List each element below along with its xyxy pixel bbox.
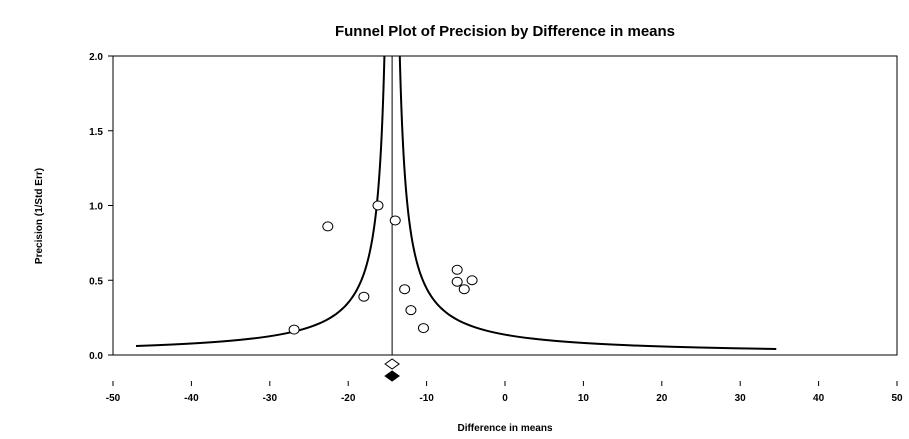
study-points [288, 200, 478, 335]
study-point [372, 200, 384, 211]
study-point [389, 215, 401, 226]
study-point [405, 305, 417, 316]
study-point [451, 264, 463, 275]
x-tick-label: 0 [502, 393, 508, 404]
study-point [288, 324, 300, 335]
funnel-right-line [398, 55, 777, 351]
x-tick-label: 50 [891, 393, 903, 404]
y-axis-label: Precision (1/Std Err) [34, 168, 45, 264]
x-tick-label: -40 [184, 393, 199, 404]
study-point [322, 221, 334, 232]
x-tick-label: -20 [341, 393, 356, 404]
y-tick-label: 2.0 [89, 52, 103, 63]
x-tick-label: -30 [263, 393, 278, 404]
x-tick-label: -10 [419, 393, 434, 404]
y-tick-label: 0.5 [89, 276, 103, 287]
y-axis: 0.0 0.5 1.0 1.5 2.0 [89, 52, 113, 362]
study-point [358, 291, 370, 302]
x-tick-label: -50 [106, 393, 121, 404]
x-axis-label: Difference in means [457, 423, 552, 434]
y-tick-label: 1.5 [89, 127, 103, 138]
study-point [451, 276, 463, 287]
study-point [458, 284, 470, 295]
x-tick-label: 10 [578, 393, 590, 404]
chart-title: Funnel Plot of Precision by Difference i… [335, 23, 675, 40]
x-tick-label: 40 [813, 393, 825, 404]
funnel-left-line [135, 55, 386, 348]
observed-summary-diamond [384, 358, 400, 370]
x-axis: -50 -40 -30 -20 -10 0 10 20 30 40 50 [106, 381, 903, 404]
y-tick-label: 1.0 [89, 202, 103, 213]
study-point [399, 284, 411, 295]
study-point [466, 275, 478, 286]
study-point [417, 323, 429, 334]
imputed-summary-diamond [384, 370, 400, 382]
plot-frame [112, 55, 898, 356]
x-tick-label: 20 [656, 393, 668, 404]
y-tick-label: 0.0 [89, 351, 103, 362]
x-tick-label: 30 [735, 393, 747, 404]
